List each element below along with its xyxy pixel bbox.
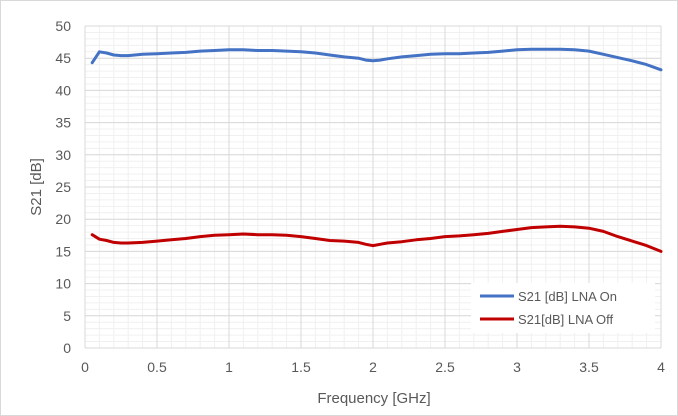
- y-tick-label: 30: [55, 147, 71, 163]
- x-tick-label: 3: [513, 359, 521, 375]
- series-line-lna-on: [90, 47, 663, 72]
- series-line-lna-off: [90, 224, 663, 253]
- y-tick-label: 5: [63, 308, 71, 324]
- legend-box: [471, 283, 655, 333]
- x-axis-title: Frequency [GHz]: [317, 390, 430, 407]
- y-tick-label: 0: [63, 340, 71, 356]
- x-tick-label: 2: [369, 359, 377, 375]
- legend-label-lna-off: S21[dB] LNA Off: [518, 312, 614, 327]
- y-tick-label: 50: [55, 18, 71, 34]
- y-tick-label: 20: [55, 211, 71, 227]
- x-tick-label: 0.5: [147, 359, 167, 375]
- x-tick-label: 1.5: [291, 359, 311, 375]
- y-tick-label: 35: [55, 115, 71, 131]
- x-tick-label: 0: [81, 359, 89, 375]
- x-tick-label: 1: [225, 359, 233, 375]
- x-tick-labels: 0 0.5 1 1.5 2 2.5 3 3.5 4: [81, 359, 665, 375]
- y-tick-label: 15: [55, 243, 71, 259]
- y-tick-label: 45: [55, 50, 71, 66]
- series-layer: [90, 47, 663, 253]
- legend-label-lna-on: S21 [dB] LNA On: [518, 289, 617, 304]
- y-tick-label: 40: [55, 82, 71, 98]
- y-tick-labels: 0 5 10 15 20 25 30 35 40 45 50: [55, 18, 71, 356]
- y-tick-label: 10: [55, 276, 71, 292]
- y-axis-title: S21 [dB]: [28, 158, 45, 216]
- x-tick-label: 4: [657, 359, 665, 375]
- x-tick-label: 3.5: [579, 359, 599, 375]
- x-tick-label: 2.5: [435, 359, 455, 375]
- legend: S21 [dB] LNA On S21[dB] LNA Off: [471, 283, 655, 333]
- y-tick-label: 25: [55, 179, 71, 195]
